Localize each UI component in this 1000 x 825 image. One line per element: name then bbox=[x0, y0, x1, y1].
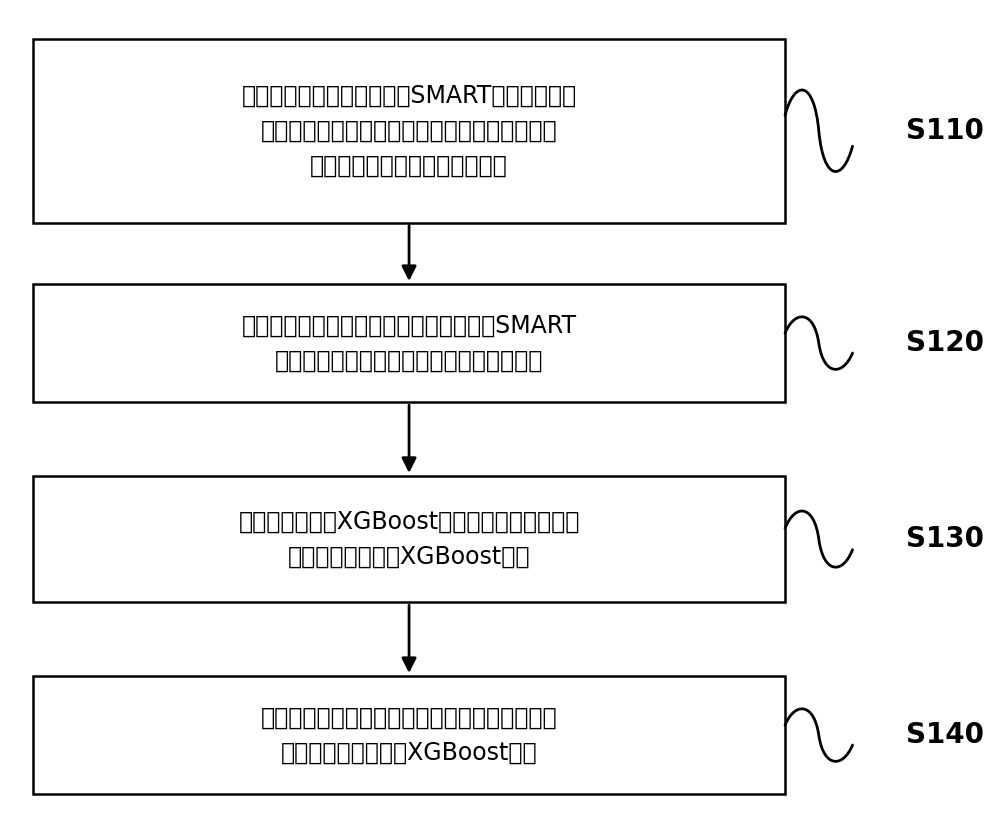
Bar bbox=[33, 284, 785, 403]
Bar bbox=[33, 476, 785, 602]
Text: 使用自我监测、分析及报告SMART技术对磁盘数
据集进行采样，标记得到与故障磁盘对应的正样
本以及与正常磁盘对应的负样本: 使用自我监测、分析及报告SMART技术对磁盘数 据集进行采样，标记得到与故障磁盘… bbox=[242, 83, 577, 178]
Text: S140: S140 bbox=[906, 721, 984, 749]
Text: 按照预设时序提取每个正样本和负样本的SMART
特征，得到每个正样本和负样本的时序特征: 按照预设时序提取每个正样本和负样本的SMART 特征，得到每个正样本和负样本的时… bbox=[242, 314, 577, 373]
Bar bbox=[33, 39, 785, 223]
Text: 以时序特征作为输入、且以正样本和负样本作为
输出，导入至改进型XGBoost算法: 以时序特征作为输入、且以正样本和负样本作为 输出，导入至改进型XGBoost算法 bbox=[261, 705, 557, 765]
Bar bbox=[33, 676, 785, 794]
Text: S120: S120 bbox=[906, 329, 984, 357]
Text: 在极致梯度提升XGBoost算法中导入自定义损失
函数，得到改进型XGBoost算法: 在极致梯度提升XGBoost算法中导入自定义损失 函数，得到改进型XGBoost… bbox=[238, 509, 580, 568]
Text: S130: S130 bbox=[906, 525, 984, 553]
Text: S110: S110 bbox=[906, 117, 983, 144]
